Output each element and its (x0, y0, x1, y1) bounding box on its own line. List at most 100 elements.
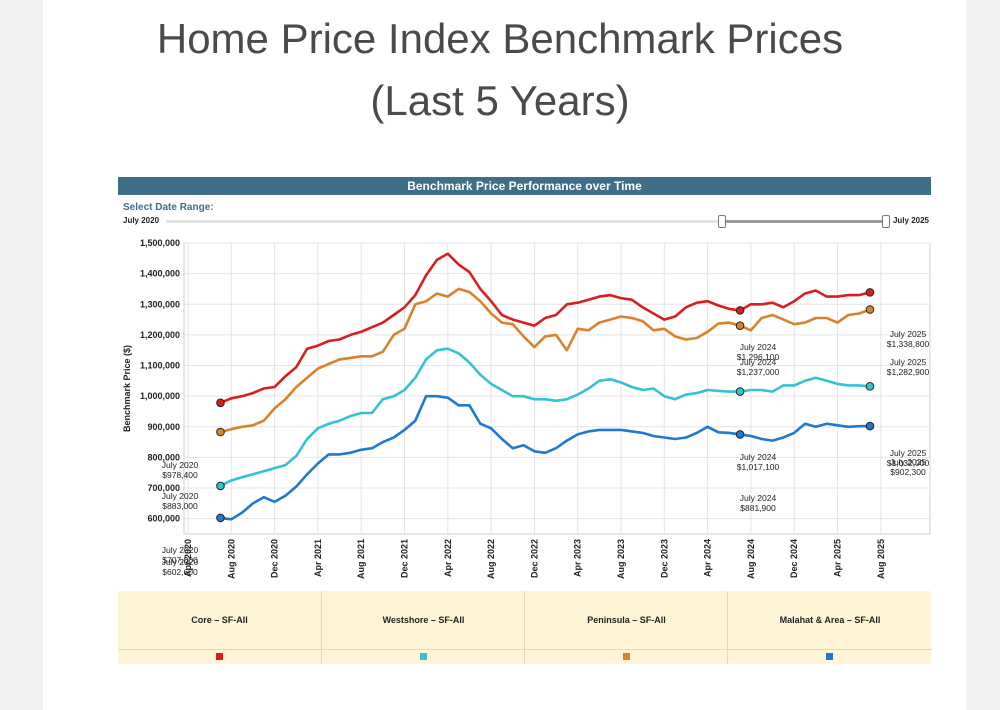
x-tick-label: Apr 2020 (183, 539, 193, 577)
x-tick-label: Apr 2024 (703, 539, 713, 577)
annotation-date: July 2020 (162, 545, 199, 555)
y-tick-label: 700,000 (147, 483, 180, 493)
x-tick-label: Aug 2021 (356, 539, 366, 579)
y-tick-label: 1,200,000 (140, 330, 180, 340)
y-tick-label: 1,300,000 (140, 299, 180, 309)
annotation-date: July 2020 (162, 460, 199, 470)
series-marker (216, 398, 225, 408)
series-marker (216, 481, 225, 491)
legend-label: Core – SF-All (191, 615, 248, 625)
legend-label: Westshore – SF-All (382, 615, 465, 625)
annotation-date: July 2025 (890, 457, 927, 467)
series-marker (865, 288, 875, 297)
benchmark-chart-widget: Benchmark Price Performance over Time Se… (118, 177, 932, 664)
range-end-handle[interactable] (882, 215, 890, 228)
date-range-slider-track[interactable] (166, 220, 886, 223)
y-tick-label: 800,000 (147, 452, 180, 462)
annotation-date: July 2024 (740, 342, 777, 352)
annotation-value: $707,000 (162, 555, 198, 565)
annotation-value: $602,600 (162, 567, 198, 577)
series-marker (216, 427, 225, 437)
line-chart: 1,500,000 1,400,000 1,300,000 1,200,000 1,10… (122, 238, 931, 579)
plot-area (183, 242, 931, 535)
series-marker (735, 430, 745, 439)
right-margin-panel (966, 0, 1000, 710)
legend-label: Peninsula – SF-All (587, 615, 666, 625)
annotation-value: $978,400 (162, 470, 198, 480)
annotation-value: $1,017,100 (737, 462, 780, 472)
series-line (219, 394, 872, 521)
annotation-date: July 2020 (162, 557, 199, 567)
x-tick-label: Aug 2025 (876, 539, 886, 579)
series-line (219, 287, 872, 434)
series-line (219, 252, 872, 405)
legend-item-malahat[interactable]: Malahat & Area – SF-All (727, 591, 932, 664)
legend-swatch (826, 653, 833, 660)
annotation-value: $1,237,000 (737, 367, 780, 377)
x-tick-label: Aug 2020 (226, 539, 236, 579)
annotation-value: $1,296,100 (737, 352, 780, 362)
annotation-value: $902,300 (890, 467, 926, 477)
annotation-date: July 2025 (890, 329, 927, 339)
annotation-date: July 2024 (740, 357, 777, 367)
series-marker (865, 305, 875, 314)
x-tick-label: Apr 2023 (573, 539, 583, 577)
left-margin-panel (0, 0, 43, 710)
legend-item-peninsula[interactable]: Peninsula – SF-All (524, 591, 728, 664)
legend-swatch (419, 653, 427, 660)
x-tick-label: Dec 2023 (659, 539, 669, 578)
range-start-label: July 2020 (123, 216, 160, 225)
legend-item-core[interactable]: Core – SF-All (118, 591, 321, 664)
annotation-value: $881,900 (740, 503, 776, 513)
annotation-date: July 2025 (890, 448, 927, 458)
page-title-line2: (Last 5 Years) (370, 77, 630, 124)
legend-item-westshore[interactable]: Westshore – SF-All (321, 591, 525, 664)
x-tick-label: Aug 2022 (486, 539, 496, 579)
x-tick-label: Apr 2022 (443, 539, 453, 577)
y-axis-title: Benchmark Price ($) (122, 345, 132, 432)
page-title: Home Price Index Benchmark Prices (Last … (0, 8, 1000, 132)
legend-divider (525, 649, 728, 650)
x-tick-label: Dec 2024 (789, 539, 799, 578)
y-tick-label: 600,000 (147, 514, 180, 524)
legend-swatch (622, 653, 630, 660)
annotation-value: $883,000 (162, 501, 198, 511)
annotation-value: $1,338,800 (887, 339, 930, 349)
annotation-date: July 2025 (890, 357, 927, 367)
x-tick-label: Aug 2023 (616, 539, 626, 579)
legend-swatch (215, 653, 223, 660)
series-marker (865, 382, 875, 391)
y-tick-label: 1,000,000 (140, 391, 180, 401)
x-tick-label: Dec 2020 (270, 539, 280, 578)
legend: Core – SF-All Westshore – SF-All Peninsu… (118, 591, 932, 664)
legend-divider (118, 649, 321, 650)
legend-label: Malahat & Area – SF-All (779, 615, 881, 625)
range-start-handle[interactable] (718, 215, 726, 228)
x-tick-label: Apr 2025 (833, 539, 843, 577)
widget-header: Benchmark Price Performance over Time (118, 177, 931, 195)
series-marker (865, 421, 875, 431)
y-tick-label: 1,500,000 (140, 238, 180, 248)
x-tick-label: Dec 2022 (529, 539, 539, 578)
y-tick-label: 1,400,000 (140, 269, 180, 279)
x-tick-label: Aug 2024 (746, 539, 756, 579)
x-tick-label: Apr 2021 (313, 539, 323, 577)
series-marker (735, 321, 745, 331)
annotation-date: July 2024 (740, 452, 777, 462)
y-tick-label: 1,100,000 (140, 361, 180, 371)
date-range-slider-selection[interactable] (723, 220, 886, 223)
annotation-value: $1,032,000 (887, 458, 930, 468)
series-marker (216, 513, 225, 523)
annotation-value: $1,282,900 (887, 367, 930, 377)
page-title-line1: Home Price Index Benchmark Prices (156, 15, 844, 62)
series-marker (735, 387, 745, 396)
legend-divider (322, 649, 525, 650)
range-end-label: July 2025 (892, 216, 929, 225)
y-tick-label: 900,000 (147, 422, 180, 432)
legend-divider (728, 649, 932, 650)
date-range-label: Select Date Range: (123, 202, 214, 213)
annotation-date: July 2020 (162, 491, 199, 501)
x-tick-label: Dec 2021 (400, 539, 410, 578)
annotation-date: July 2024 (740, 493, 777, 503)
series-line (219, 347, 872, 488)
